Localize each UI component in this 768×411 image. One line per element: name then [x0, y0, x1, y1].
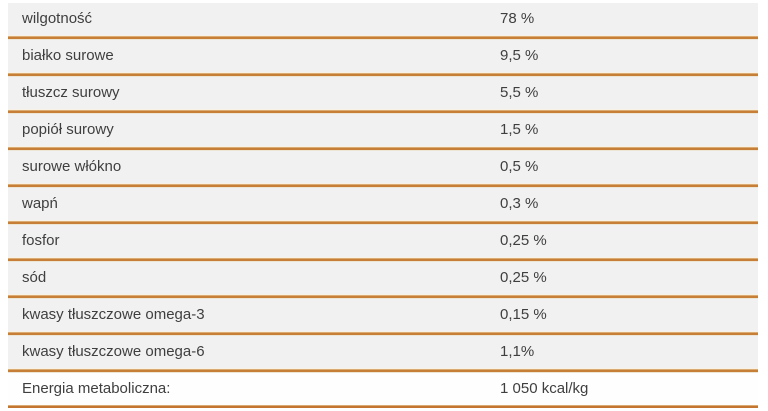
- table-row: kwasy tłuszczowe omega-6 1,1%: [8, 336, 758, 368]
- table-row: Energia metaboliczna: 1 050 kcal/kg: [8, 373, 758, 405]
- nutrient-label: Energia metaboliczna:: [22, 380, 171, 397]
- table-row: tłuszcz surowy 5,5 %: [8, 77, 758, 109]
- nutrient-value: 0,25 %: [500, 232, 547, 249]
- table-row: popiół surowy 1,5 %: [8, 114, 758, 146]
- row-separator: [8, 183, 758, 188]
- row-separator: [8, 35, 758, 40]
- nutrient-value: 78 %: [500, 10, 535, 27]
- row-separator: [8, 220, 758, 225]
- table-row: surowe włókno 0,5 %: [8, 151, 758, 183]
- nutrient-label: wilgotność: [22, 10, 93, 27]
- nutrient-value: 5,5 %: [500, 84, 539, 101]
- table-bottom-border: [8, 405, 758, 408]
- row-separator: [8, 368, 758, 373]
- table-row: kwasy tłuszczowe omega-3 0,15 %: [8, 299, 758, 331]
- row-separator: [8, 257, 758, 262]
- nutrient-label: tłuszcz surowy: [22, 84, 120, 101]
- nutrient-label: sód: [22, 269, 47, 286]
- nutrient-value: 0,5 %: [500, 158, 539, 175]
- row-separator: [8, 109, 758, 114]
- nutrient-value: 9,5 %: [500, 47, 539, 64]
- row-separator: [8, 72, 758, 77]
- nutrient-label: fosfor: [22, 232, 60, 249]
- nutrient-label: popiół surowy: [22, 121, 114, 138]
- table-row: sód 0,25 %: [8, 262, 758, 294]
- nutrient-label: kwasy tłuszczowe omega-3: [22, 306, 205, 323]
- table-row: fosfor 0,25 %: [8, 225, 758, 257]
- table-row: wilgotność 78 %: [8, 3, 758, 35]
- row-separator: [8, 331, 758, 336]
- nutrient-label: kwasy tłuszczowe omega-6: [22, 343, 205, 360]
- table-row: białko surowe 9,5 %: [8, 40, 758, 72]
- table-row: wapń 0,3 %: [8, 188, 758, 220]
- row-separator: [8, 294, 758, 299]
- nutrient-value: 1,1%: [500, 343, 535, 360]
- nutrient-label: białko surowe: [22, 47, 114, 64]
- nutrient-value: 1 050 kcal/kg: [500, 380, 589, 397]
- nutrient-value: 0,25 %: [500, 269, 547, 286]
- row-separator: [8, 146, 758, 151]
- nutrient-label: surowe włókno: [22, 158, 122, 175]
- nutrient-value: 0,3 %: [500, 195, 539, 212]
- nutrient-value: 1,5 %: [500, 121, 539, 138]
- nutrition-table: wilgotność 78 % białko surowe 9,5 % tłus…: [8, 3, 758, 408]
- nutrient-value: 0,15 %: [500, 306, 547, 323]
- nutrient-label: wapń: [22, 195, 58, 212]
